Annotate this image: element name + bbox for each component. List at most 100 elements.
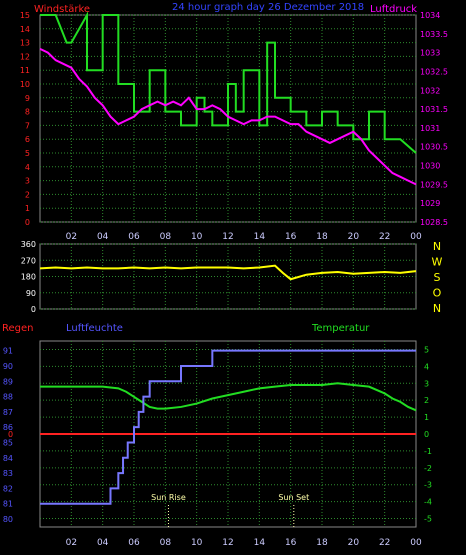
wind-tick-label: 11 <box>20 66 30 75</box>
panel-1-x-tick-label: 04 <box>97 232 109 242</box>
temperature-tick-label: -4 <box>424 498 432 507</box>
rain-tick-label: 0 <box>8 430 13 439</box>
wind-tick-label: 8 <box>25 108 30 117</box>
wind-tick-label: 10 <box>20 80 30 89</box>
pressure-tick-label: 1029.5 <box>420 180 448 189</box>
panel-3-x-tick-label: 06 <box>128 538 140 548</box>
direction-tick-label: 360 <box>21 240 36 249</box>
humidity-tick-label: 83 <box>3 469 13 478</box>
wind-tick-label: 4 <box>25 163 30 172</box>
temperature-tick-label: 4 <box>424 362 429 371</box>
pressure-tick-label: 1034 <box>420 11 440 20</box>
temperature-tick-label: -5 <box>424 515 432 524</box>
temperature-tick-label: -3 <box>424 481 432 490</box>
pressure-axis-label: Luftdruck <box>370 4 417 15</box>
compass-label: W <box>432 256 443 269</box>
panel-1-x-tick-label: 02 <box>66 232 77 242</box>
panel-1-x-tick-label: 00 <box>410 232 422 242</box>
humidity-tick-label: 84 <box>3 454 13 463</box>
direction-tick-label: 180 <box>21 273 36 282</box>
panel-3-x-tick-label: 00 <box>410 538 422 548</box>
wind-axis-label: Windstärke <box>34 4 90 15</box>
temperature-axis-label: Temperatur <box>311 323 370 334</box>
humidity-tick-label: 91 <box>3 347 13 356</box>
pressure-tick-label: 1033.5 <box>420 30 448 39</box>
humidity-tick-label: 88 <box>3 393 13 402</box>
humidity-axis-label: Luftfeuchte <box>66 323 123 334</box>
chart-title: 24 hour graph day 26 Dezember 2018 <box>172 2 364 13</box>
pressure-tick-label: 1031 <box>420 124 440 133</box>
compass-label: N <box>433 240 441 253</box>
temperature-tick-label: -1 <box>424 447 432 456</box>
wind-series-line <box>40 11 417 154</box>
rain-axis-label: Regen <box>2 323 34 334</box>
wind-tick-label: 1 <box>25 204 30 213</box>
temperature-series-line <box>40 382 417 412</box>
wind-tick-label: 9 <box>25 94 30 103</box>
panel-1-x-tick-label: 10 <box>191 232 203 242</box>
panel-3-x-tick-label: 10 <box>191 538 203 548</box>
panel-1-x-tick-label: 22 <box>379 232 390 242</box>
pressure-tick-label: 1033 <box>420 49 440 58</box>
humidity-tick-label: 90 <box>3 362 13 371</box>
direction-series-line <box>39 264 417 281</box>
humidity-tick-label: 85 <box>3 438 13 447</box>
panel-1-x-tick-label: 20 <box>348 232 360 242</box>
wind-tick-label: 5 <box>25 149 30 158</box>
temperature-tick-label: 3 <box>424 379 429 388</box>
panel-3-x-tick-label: 02 <box>66 538 77 548</box>
wind-tick-label: 0 <box>25 218 30 227</box>
temperature-tick-label: 1 <box>424 413 429 422</box>
temperature-tick-label: 0 <box>424 430 429 439</box>
temperature-tick-label: -2 <box>424 464 432 473</box>
wind-tick-label: 12 <box>20 52 30 61</box>
panel-3-x-tick-label: 14 <box>254 538 266 548</box>
panel-3-x-tick-label: 04 <box>97 538 109 548</box>
pressure-tick-label: 1030 <box>420 162 440 171</box>
panel-1-x-tick-label: 18 <box>316 232 328 242</box>
compass-label: O <box>433 287 442 300</box>
panel-3-x-tick-label: 12 <box>222 538 233 548</box>
temperature-tick-label: 2 <box>424 396 429 405</box>
pressure-tick-label: 1029 <box>420 199 440 208</box>
panel-3-x-tick-label: 16 <box>285 538 297 548</box>
pressure-series-line <box>39 47 417 186</box>
humidity-tick-label: 81 <box>3 500 13 509</box>
sun-event-label: Sun Rise <box>151 493 186 502</box>
panel-3-x-tick-label: 18 <box>316 538 328 548</box>
panel-1-x-tick-label: 12 <box>222 232 233 242</box>
humidity-tick-label: 89 <box>3 377 13 386</box>
wind-tick-label: 6 <box>25 135 30 144</box>
pressure-tick-label: 1028.5 <box>420 218 448 227</box>
temperature-tick-label: 5 <box>424 345 429 354</box>
humidity-tick-label: 87 <box>3 408 13 417</box>
wind-tick-label: 3 <box>25 177 30 186</box>
direction-tick-label: 90 <box>26 289 36 298</box>
compass-label: S <box>434 271 441 284</box>
direction-tick-label: 0 <box>31 305 36 314</box>
wind-tick-label: 13 <box>20 39 30 48</box>
wind-tick-label: 2 <box>25 190 30 199</box>
panel-1-x-tick-label: 16 <box>285 232 297 242</box>
compass-label: N <box>433 302 441 315</box>
pressure-tick-label: 1031.5 <box>420 105 448 114</box>
panel-1-x-tick-label: 08 <box>160 232 172 242</box>
humidity-tick-label: 86 <box>3 423 13 432</box>
sun-event-label: Sun Set <box>278 493 309 502</box>
humidity-series-line <box>40 349 416 505</box>
panel-1-x-tick-label: 06 <box>128 232 140 242</box>
panel-3-x-tick-label: 08 <box>160 538 172 548</box>
wind-tick-label: 15 <box>20 11 30 20</box>
panel-3-x-tick-label: 22 <box>379 538 390 548</box>
wind-tick-label: 7 <box>25 121 30 130</box>
pressure-tick-label: 1032 <box>420 86 440 95</box>
panel-1-x-tick-label: 14 <box>254 232 266 242</box>
pressure-tick-label: 1030.5 <box>420 143 448 152</box>
humidity-tick-label: 80 <box>3 515 13 524</box>
pressure-tick-label: 1032.5 <box>420 67 448 76</box>
wind-tick-label: 14 <box>20 25 30 34</box>
panel-3-x-tick-label: 20 <box>348 538 360 548</box>
direction-tick-label: 270 <box>21 256 36 265</box>
